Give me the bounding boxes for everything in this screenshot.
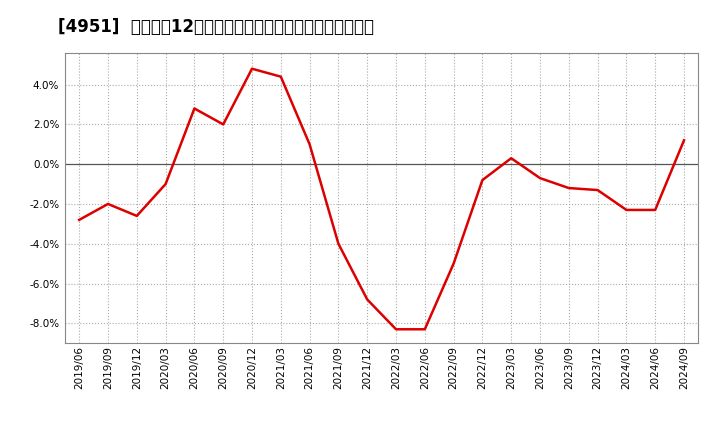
Text: [4951]  売上高の12か月移動合計の対前年同期増減率の推移: [4951] 売上高の12か月移動合計の対前年同期増減率の推移 (58, 18, 374, 36)
